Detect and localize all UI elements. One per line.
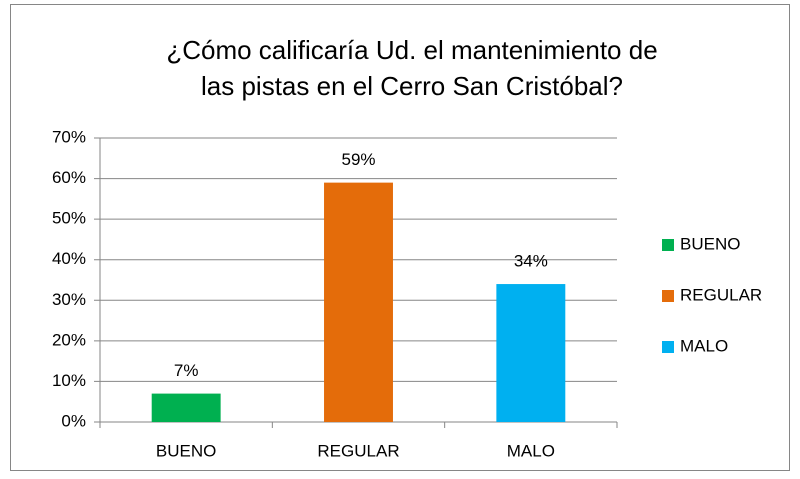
data-label: 59%	[341, 150, 375, 169]
y-tick-label: 20%	[52, 330, 86, 349]
x-tick-label: MALO	[507, 441, 555, 460]
bar	[151, 393, 221, 422]
legend-swatch	[662, 341, 674, 353]
x-tick-label: REGULAR	[317, 441, 399, 460]
chart-frame	[10, 4, 790, 471]
y-tick-label: 60%	[52, 168, 86, 187]
bar	[324, 182, 393, 422]
y-tick-label: 40%	[52, 249, 86, 268]
legend-swatch	[662, 239, 674, 251]
y-tick-label: 10%	[52, 371, 86, 390]
y-tick-label: 70%	[52, 127, 86, 146]
y-tick-label: 0%	[61, 411, 86, 430]
legend-label: BUENO	[680, 234, 740, 253]
y-tick-label: 30%	[52, 290, 86, 309]
data-label: 34%	[514, 252, 548, 271]
data-label: 7%	[174, 361, 199, 380]
chart-title: las pistas en el Cerro San Cristóbal?	[201, 71, 623, 101]
chart-title: ¿Cómo calificaría Ud. el mantenimiento d…	[166, 35, 657, 65]
bar	[496, 284, 566, 422]
legend-label: REGULAR	[680, 285, 762, 304]
legend-swatch	[662, 290, 674, 302]
x-tick-label: BUENO	[156, 441, 216, 460]
legend-label: MALO	[680, 336, 728, 355]
y-tick-label: 50%	[52, 209, 86, 228]
